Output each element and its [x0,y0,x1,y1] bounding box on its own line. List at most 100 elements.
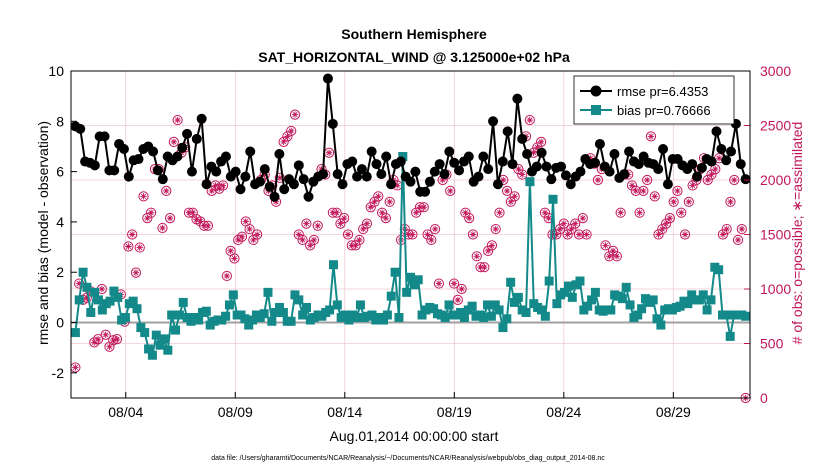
y-right-tick-label: 2000 [760,172,791,188]
obs-assimilated-marker [606,253,613,260]
obs-point [70,362,81,373]
obs-assimilated-marker [299,236,306,244]
obs-assimilated-marker [666,214,674,222]
obs-assimilated-marker [727,198,734,205]
bias-point [544,276,554,286]
bias-point [136,323,146,333]
obs-point [448,278,460,289]
obs-assimilated-marker [454,296,462,304]
obs-possible-marker [600,240,611,251]
bias-point [683,299,693,309]
rmse-point [376,169,387,180]
bias-point [583,301,593,311]
bias-point [536,305,546,315]
obs-assimilated-marker [632,187,640,195]
obs-possible-marker [558,218,569,229]
obs-assimilated-marker [689,182,696,189]
obs-possible-marker [358,223,369,235]
obs-assimilated-marker [500,176,507,184]
bias-point [294,295,304,305]
obs-assimilated-marker [439,176,446,184]
obs-possible-marker [554,223,566,235]
obs-point [725,196,736,207]
obs-assimilated-marker [715,155,723,162]
obs-assimilated-marker [685,198,693,205]
obs-point [687,180,698,191]
obs-assimilated-marker [166,214,174,222]
obs-assimilated-marker [556,225,564,233]
bias-point [113,292,123,302]
rmse-point [439,169,450,180]
obs-point [509,191,520,202]
bias-point [633,310,643,320]
legend-bias-marker [591,105,601,115]
obs-assimilated-marker [140,193,147,200]
obs-possible-marker [634,207,645,218]
bias-point [248,315,258,325]
obs-possible-marker [354,234,365,246]
bias-point [417,310,427,320]
bias-point [78,267,88,277]
bias-point [721,310,731,320]
bias-point [467,301,477,311]
obs-possible-marker [426,234,437,246]
obs-assimilated-marker [519,171,526,178]
obs-assimilated-marker [246,225,253,233]
obs-point [471,251,482,262]
bias-point [344,315,354,325]
rmse-point [454,165,465,176]
obs-assimilated-marker [272,198,280,205]
rmse-point [118,143,129,154]
bias-point [560,287,570,297]
obs-assimilated-marker [223,272,231,280]
bias-point [675,301,685,311]
rmse-point [594,138,605,149]
rmse-point [716,143,727,154]
obs-assimilated-marker [651,193,658,200]
obs-possible-marker [679,229,691,240]
bias-point [128,296,138,306]
obs-assimilated-marker [515,165,522,173]
bias-point [625,300,635,310]
obs-point [331,207,342,218]
rmse-point [395,156,406,167]
obs-possible-marker [138,191,149,202]
bias-point [456,307,466,317]
obs-point [252,229,263,240]
obs-possible-marker [104,341,115,352]
obs-assimilated-marker [613,253,621,260]
bias-point [494,305,504,315]
obs-assimilated-marker [655,231,662,238]
rmse-point [254,176,265,187]
legend-box [573,75,735,125]
rmse-point [541,161,552,172]
obs-point [305,240,316,251]
bias-point [394,313,404,323]
rmse-point [633,159,644,170]
rmse-point [424,176,435,187]
obs-possible-marker [244,223,255,235]
obs-assimilated-marker [534,144,541,151]
bias-point [398,152,408,162]
bias-point [694,295,704,305]
y-tick-label: 2 [56,264,64,280]
bias-point [698,290,708,300]
obs-possible-marker [524,114,535,126]
obs-assimilated-marker [227,247,234,255]
rmse-point [575,166,586,177]
obs-point [626,180,638,191]
obs-point [615,207,626,218]
y-right-tick-label: 500 [760,336,784,352]
obs-point [407,229,418,240]
obs-point [501,185,513,196]
rmse-point [590,157,601,168]
obs-possible-marker [301,218,312,229]
bias-point [687,290,697,300]
y-tick-label: 4 [56,214,64,230]
rmse-point [522,149,533,160]
rmse-point [318,169,329,180]
bias-point [548,194,558,204]
bias-point [159,334,169,344]
obs-assimilated-marker [628,182,636,189]
rmse-point [604,166,615,177]
